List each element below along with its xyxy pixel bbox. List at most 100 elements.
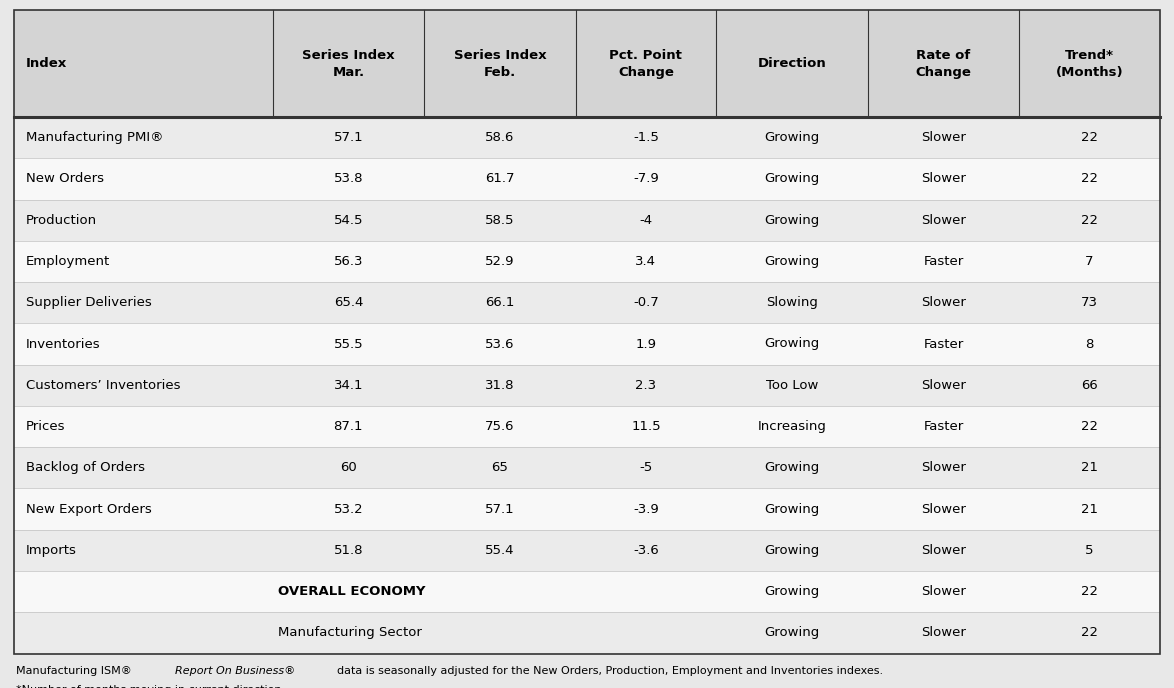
Text: 57.1: 57.1 — [333, 131, 363, 144]
Text: Direction: Direction — [757, 57, 826, 70]
Bar — [14, 241, 1160, 282]
Text: 55.5: 55.5 — [333, 338, 363, 350]
Text: 73: 73 — [1081, 297, 1098, 309]
Text: Slower: Slower — [922, 544, 966, 557]
Text: 56.3: 56.3 — [333, 255, 363, 268]
Text: Growing: Growing — [764, 131, 819, 144]
Text: Growing: Growing — [764, 462, 819, 474]
Text: 55.4: 55.4 — [485, 544, 514, 557]
Text: 61.7: 61.7 — [485, 173, 514, 185]
Text: Slower: Slower — [922, 462, 966, 474]
Text: OVERALL ECONOMY: OVERALL ECONOMY — [278, 585, 426, 598]
Text: Series Index
Mar.: Series Index Mar. — [302, 49, 394, 78]
Text: -4: -4 — [640, 214, 653, 226]
Text: Backlog of Orders: Backlog of Orders — [26, 462, 144, 474]
Text: 31.8: 31.8 — [485, 379, 514, 391]
Text: 60: 60 — [340, 462, 357, 474]
Bar — [14, 323, 1160, 365]
Text: 21: 21 — [1081, 503, 1098, 515]
Text: 75.6: 75.6 — [485, 420, 514, 433]
Text: 5: 5 — [1085, 544, 1094, 557]
Text: data is seasonally adjusted for the New Orders, Production, Employment and Inven: data is seasonally adjusted for the New … — [330, 666, 883, 676]
Text: Manufacturing Sector: Manufacturing Sector — [278, 627, 423, 639]
Text: 51.8: 51.8 — [333, 544, 363, 557]
Text: Faster: Faster — [924, 255, 964, 268]
Text: Series Index
Feb.: Series Index Feb. — [453, 49, 546, 78]
Text: 21: 21 — [1081, 462, 1098, 474]
Text: 1.9: 1.9 — [635, 338, 656, 350]
Text: Slower: Slower — [922, 627, 966, 639]
Text: -3.9: -3.9 — [633, 503, 659, 515]
Text: -7.9: -7.9 — [633, 173, 659, 185]
Text: 66: 66 — [1081, 379, 1098, 391]
Text: 8: 8 — [1086, 338, 1094, 350]
Text: *Number of months moving in current direction.: *Number of months moving in current dire… — [16, 685, 285, 688]
Bar — [14, 10, 1160, 117]
Text: Customers’ Inventories: Customers’ Inventories — [26, 379, 181, 391]
Bar — [14, 158, 1160, 200]
Text: Prices: Prices — [26, 420, 66, 433]
Text: Growing: Growing — [764, 585, 819, 598]
Text: 2.3: 2.3 — [635, 379, 656, 391]
Text: 53.6: 53.6 — [485, 338, 514, 350]
Text: 22: 22 — [1081, 420, 1098, 433]
Text: New Orders: New Orders — [26, 173, 103, 185]
Text: Growing: Growing — [764, 338, 819, 350]
Text: Growing: Growing — [764, 544, 819, 557]
Bar — [14, 365, 1160, 406]
Text: Slower: Slower — [922, 503, 966, 515]
Text: 22: 22 — [1081, 173, 1098, 185]
Text: Too Low: Too Low — [765, 379, 818, 391]
Text: 11.5: 11.5 — [632, 420, 661, 433]
Text: 66.1: 66.1 — [485, 297, 514, 309]
Text: 53.8: 53.8 — [333, 173, 363, 185]
Text: Growing: Growing — [764, 627, 819, 639]
Text: Manufacturing PMI®: Manufacturing PMI® — [26, 131, 163, 144]
Text: Slower: Slower — [922, 297, 966, 309]
Bar — [14, 406, 1160, 447]
Text: 52.9: 52.9 — [485, 255, 514, 268]
Text: 22: 22 — [1081, 131, 1098, 144]
Text: 65: 65 — [492, 462, 508, 474]
Bar — [14, 117, 1160, 158]
Text: -3.6: -3.6 — [633, 544, 659, 557]
Text: Slower: Slower — [922, 379, 966, 391]
Text: 22: 22 — [1081, 627, 1098, 639]
Text: -1.5: -1.5 — [633, 131, 659, 144]
Text: Slower: Slower — [922, 585, 966, 598]
Text: Inventories: Inventories — [26, 338, 101, 350]
Text: -0.7: -0.7 — [633, 297, 659, 309]
Bar — [14, 200, 1160, 241]
Text: Supplier Deliveries: Supplier Deliveries — [26, 297, 151, 309]
Text: Increasing: Increasing — [757, 420, 826, 433]
Text: 53.2: 53.2 — [333, 503, 363, 515]
Text: Slower: Slower — [922, 131, 966, 144]
Text: Rate of
Change: Rate of Change — [916, 49, 971, 78]
Text: 3.4: 3.4 — [635, 255, 656, 268]
Text: Employment: Employment — [26, 255, 110, 268]
Text: Imports: Imports — [26, 544, 76, 557]
Text: Slower: Slower — [922, 214, 966, 226]
Text: Growing: Growing — [764, 255, 819, 268]
Text: Faster: Faster — [924, 420, 964, 433]
Text: Faster: Faster — [924, 338, 964, 350]
Bar — [14, 571, 1160, 612]
Text: 58.6: 58.6 — [485, 131, 514, 144]
Text: Manufacturing ISM®: Manufacturing ISM® — [16, 666, 140, 676]
Text: Slower: Slower — [922, 173, 966, 185]
Text: Growing: Growing — [764, 173, 819, 185]
Text: 22: 22 — [1081, 214, 1098, 226]
Bar — [14, 488, 1160, 530]
Text: 87.1: 87.1 — [333, 420, 363, 433]
Text: -5: -5 — [640, 462, 653, 474]
Text: 54.5: 54.5 — [333, 214, 363, 226]
Text: 58.5: 58.5 — [485, 214, 514, 226]
Text: Growing: Growing — [764, 214, 819, 226]
Text: Index: Index — [26, 57, 67, 70]
Text: 65.4: 65.4 — [333, 297, 363, 309]
Text: Slowing: Slowing — [767, 297, 818, 309]
Text: 57.1: 57.1 — [485, 503, 514, 515]
Bar — [14, 530, 1160, 571]
Text: New Export Orders: New Export Orders — [26, 503, 151, 515]
Text: Trend*
(Months): Trend* (Months) — [1055, 49, 1124, 78]
